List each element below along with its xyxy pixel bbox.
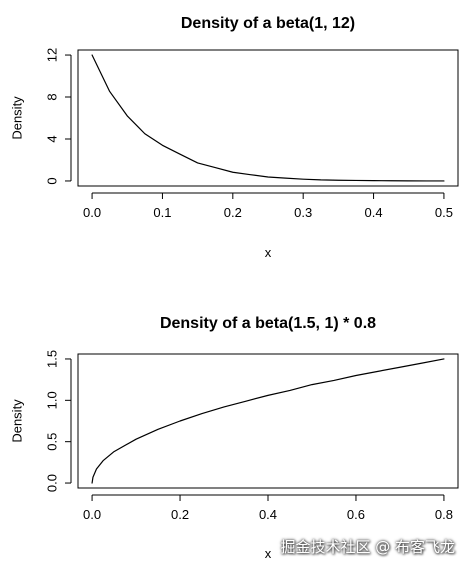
chart1-x-tick-label: 0.3 — [294, 205, 312, 220]
chart2-x-tick-label: 0.2 — [171, 507, 189, 522]
chart2-x-axis-label: x — [265, 546, 272, 561]
watermark: 掘金技术社区 @ 布客飞龙 — [280, 538, 455, 556]
chart1-x-axis-label: x — [265, 245, 272, 260]
chart1-title: Density of a beta(1, 12) — [181, 15, 355, 32]
chart2-series-line-1 — [91, 358, 445, 484]
chart1-y-axis-label: Density — [9, 96, 24, 140]
chart1-series-line-1 — [91, 54, 445, 182]
chart1-x-tick-label: 0.0 — [83, 205, 101, 220]
chart1-x-tick-label: 0.1 — [153, 205, 171, 220]
chart2-plot-frame — [77, 353, 459, 489]
chart1-x-tick-label: 0.4 — [365, 205, 383, 220]
chart2-x-tick-label: 0.8 — [435, 507, 453, 522]
chart1-plot-frame — [77, 49, 459, 187]
chart2-y-tick-label: 1.5 — [44, 350, 59, 368]
chart2-y-tick-label: 1.0 — [44, 391, 59, 409]
chart2-x-tick-label: 0.4 — [259, 507, 277, 522]
chart2-title: Density of a beta(1.5, 1) * 0.8 — [160, 315, 376, 332]
chart2-x-tick-label: 0.6 — [347, 507, 365, 522]
chart1-y-tick-label: 8 — [44, 93, 59, 100]
chart2-y-tick-label: 0.0 — [44, 474, 59, 492]
chart2-y-tick-label: 0.5 — [44, 433, 59, 451]
chart1-y-tick-label: 4 — [44, 135, 59, 142]
chart1-y-tick-label: 0 — [44, 177, 59, 184]
chart2-x-tick-label: 0.0 — [83, 507, 101, 522]
chart1-x-tick-label: 0.5 — [435, 205, 453, 220]
chart1-y-tick-label: 12 — [44, 48, 59, 62]
chart2-y-axis-label: Density — [9, 399, 24, 443]
chart1-x-tick-label: 0.2 — [224, 205, 242, 220]
